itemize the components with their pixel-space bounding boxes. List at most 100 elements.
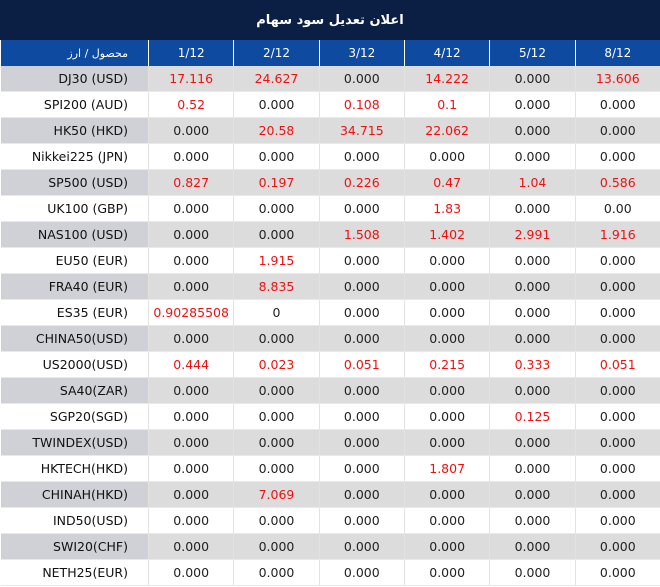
value-cell: 0.215 xyxy=(404,351,491,378)
value-cell: 1.807 xyxy=(404,455,491,482)
value-cell: 0.000 xyxy=(404,247,491,274)
table-row: NETH25(EUR) 0.000 0.000 0.000 0.000 0.000 0.00… xyxy=(0,559,660,586)
product-name-cell: HK50 (HKD) xyxy=(0,117,149,144)
column-header-date: 5/12 xyxy=(489,40,576,66)
value-cell: 1.915 xyxy=(233,247,320,274)
value-cell: 0.000 xyxy=(148,221,235,248)
value-cell: 0.000 xyxy=(148,559,235,586)
table-row: CHINAH(HKD) 0.000 7.069 0.000 0.000 0.000 0.00… xyxy=(0,481,660,508)
value-cell: 0.000 xyxy=(575,559,660,586)
value-cell: 0.000 xyxy=(233,533,320,560)
value-cell: 0.000 xyxy=(148,377,235,404)
value-cell: 0.000 xyxy=(319,403,405,430)
column-header-product: محصول / ارز xyxy=(0,40,149,66)
product-name-cell: Nikkei225 (JPN) xyxy=(0,143,149,170)
table-row: HK50 (HKD) 0.000 20.58 34.715 22.062 0.000 0.0… xyxy=(0,117,660,144)
value-cell: 0.000 xyxy=(489,247,576,274)
value-cell: 0.000 xyxy=(404,559,491,586)
value-cell: 0.000 xyxy=(319,66,405,92)
value-cell: 0.000 xyxy=(404,429,491,456)
table-row: US2000(USD) 0.444 0.023 0.051 0.215 0.333 0.05… xyxy=(0,351,660,378)
value-cell: 0.000 xyxy=(233,91,320,118)
value-cell: 0.52 xyxy=(148,91,235,118)
value-cell: 0.000 xyxy=(575,533,660,560)
value-cell: 0.000 xyxy=(319,273,405,300)
value-cell: 20.58 xyxy=(233,117,320,144)
value-cell: 0.051 xyxy=(319,351,405,378)
value-cell: 0.000 xyxy=(489,299,576,326)
value-cell: 0.000 xyxy=(233,455,320,482)
table-row: NAS100 (USD) 0.000 0.000 1.508 1.402 2.991 1.9… xyxy=(0,221,660,248)
table-row: UK100 (GBP) 0.000 0.000 0.000 1.83 0.000 0.00 xyxy=(0,195,660,222)
value-cell: 0.000 xyxy=(148,325,235,352)
value-cell: 0.000 xyxy=(233,195,320,222)
value-cell: 0.000 xyxy=(233,559,320,586)
value-cell: 22.062 xyxy=(404,117,491,144)
value-cell: 34.715 xyxy=(319,117,405,144)
value-cell: 0.000 xyxy=(233,429,320,456)
value-cell: 0.197 xyxy=(233,169,320,196)
value-cell: 8.835 xyxy=(233,273,320,300)
value-cell: 0.000 xyxy=(319,507,405,534)
value-cell: 0.000 xyxy=(575,403,660,430)
column-header-date: 1/12 xyxy=(147,40,235,66)
value-cell: 17.116 xyxy=(148,66,235,92)
value-cell: 0.000 xyxy=(233,221,320,248)
value-cell: 0.000 xyxy=(233,377,320,404)
product-name-cell: NAS100 (USD) xyxy=(0,221,149,248)
column-header-date: 8/12 xyxy=(574,40,660,66)
value-cell: 0.000 xyxy=(489,533,576,560)
table-title: اعلان تعدیل سود سهام xyxy=(0,0,660,40)
product-name-cell: SGP20(SGD) xyxy=(0,403,149,430)
value-cell: 0.000 xyxy=(148,247,235,274)
column-header-date: 4/12 xyxy=(403,40,491,66)
value-cell: 0.000 xyxy=(319,533,405,560)
value-cell: 0.000 xyxy=(489,325,576,352)
product-name-cell: EU50 (EUR) xyxy=(0,247,149,274)
value-cell: 0.000 xyxy=(148,195,235,222)
value-cell: 0.000 xyxy=(233,507,320,534)
value-cell: 0.000 xyxy=(489,429,576,456)
table-row: EU50 (EUR) 0.000 1.915 0.000 0.000 0.000 0.000 xyxy=(0,247,660,274)
value-cell: 0.000 xyxy=(319,299,405,326)
value-cell: 0.000 xyxy=(148,481,235,508)
dividend-adjustment-table: محصول / ارز 1/12 2/12 3/12 4/12 5/12 8/1… xyxy=(0,40,660,586)
value-cell: 0.000 xyxy=(319,559,405,586)
value-cell: 0.000 xyxy=(319,195,405,222)
value-cell: 0.827 xyxy=(148,169,235,196)
value-cell: 0.000 xyxy=(319,455,405,482)
table-row: IND50(USD) 0.000 0.000 0.000 0.000 0.000 0.000 xyxy=(0,507,660,534)
product-name-cell: UK100 (GBP) xyxy=(0,195,149,222)
value-cell: 0.00 xyxy=(575,195,660,222)
product-name-cell: SPI200 (AUD) xyxy=(0,91,149,118)
product-name-cell: SA40(ZAR) xyxy=(0,377,149,404)
product-name-cell: FRA40 (EUR) xyxy=(0,273,149,300)
table-row: TWINDEX(USD) 0.000 0.000 0.000 0.000 0.000 0.0… xyxy=(0,429,660,456)
value-cell: 0.000 xyxy=(148,455,235,482)
value-cell: 7.069 xyxy=(233,481,320,508)
value-cell: 0.000 xyxy=(319,325,405,352)
value-cell: 0.000 xyxy=(575,481,660,508)
product-name-cell: ES35 (EUR) xyxy=(0,299,149,326)
table-row: FRA40 (EUR) 0.000 8.835 0.000 0.000 0.000 0.00… xyxy=(0,273,660,300)
value-cell: 1.83 xyxy=(404,195,491,222)
value-cell: 0.000 xyxy=(489,507,576,534)
value-cell: 0.47 xyxy=(404,169,491,196)
value-cell: 0.000 xyxy=(489,117,576,144)
value-cell: 0.000 xyxy=(319,429,405,456)
product-name-cell: TWINDEX(USD) xyxy=(0,429,149,456)
value-cell: 0.000 xyxy=(489,481,576,508)
table-row: ES35 (EUR) 0.90285508 0 0.000 0.000 0.000 0.00… xyxy=(0,299,660,326)
value-cell: 0.000 xyxy=(575,247,660,274)
value-cell: 0.000 xyxy=(575,325,660,352)
table-row: SGP20(SGD) 0.000 0.000 0.000 0.000 0.125 0.000 xyxy=(0,403,660,430)
value-cell: 0.108 xyxy=(319,91,405,118)
value-cell: 0.000 xyxy=(575,429,660,456)
value-cell: 0 xyxy=(233,299,320,326)
value-cell: 0.000 xyxy=(319,143,405,170)
value-cell: 0.000 xyxy=(575,455,660,482)
value-cell: 0.000 xyxy=(489,377,576,404)
value-cell: 0.051 xyxy=(575,351,660,378)
table-row: SWI20(CHF) 0.000 0.000 0.000 0.000 0.000 0.000 xyxy=(0,533,660,560)
value-cell: 0.000 xyxy=(148,117,235,144)
